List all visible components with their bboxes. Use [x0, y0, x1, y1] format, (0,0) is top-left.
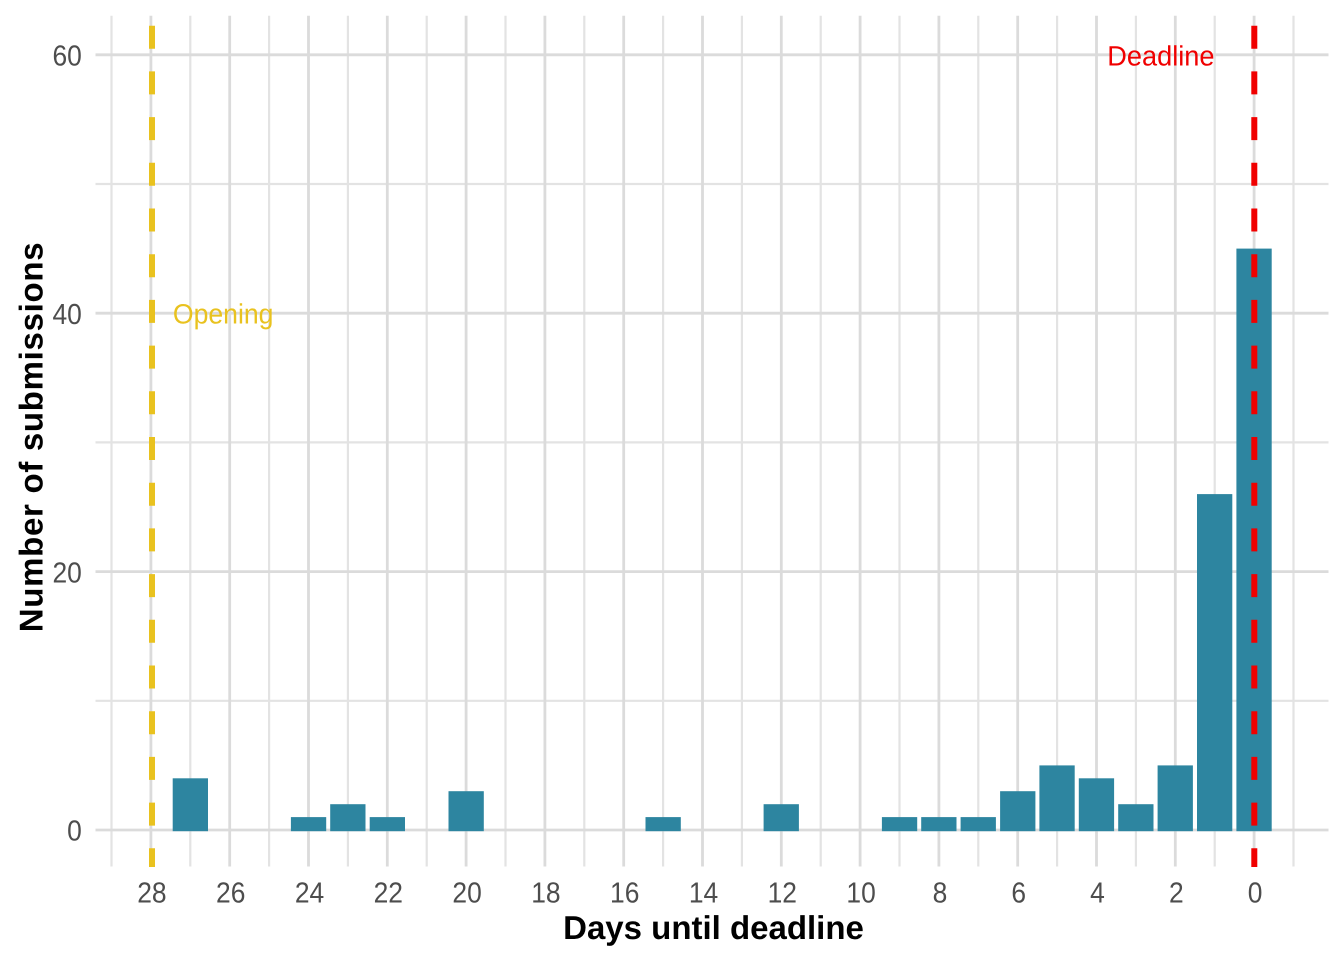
svg-text:0: 0	[67, 816, 82, 848]
svg-text:18: 18	[531, 878, 560, 910]
svg-text:0: 0	[1248, 878, 1263, 910]
svg-text:20: 20	[52, 557, 81, 589]
svg-text:26: 26	[216, 878, 245, 910]
svg-text:14: 14	[689, 878, 718, 910]
svg-text:40: 40	[52, 299, 81, 331]
svg-text:28: 28	[137, 878, 166, 910]
svg-text:6: 6	[1011, 878, 1026, 910]
svg-text:12: 12	[768, 878, 797, 910]
svg-text:16: 16	[610, 878, 639, 910]
svg-text:Deadline: Deadline	[1107, 40, 1214, 71]
svg-text:Number of submissions: Number of submissions	[13, 242, 50, 633]
svg-text:24: 24	[295, 878, 324, 910]
svg-text:60: 60	[52, 41, 81, 73]
svg-text:2: 2	[1169, 878, 1184, 910]
svg-text:20: 20	[452, 878, 481, 910]
svg-text:Days until deadline: Days until deadline	[563, 909, 864, 946]
svg-text:10: 10	[846, 878, 875, 910]
svg-text:8: 8	[933, 878, 948, 910]
svg-text:22: 22	[374, 878, 403, 910]
svg-text:Opening: Opening	[173, 298, 274, 329]
svg-text:4: 4	[1090, 878, 1105, 910]
